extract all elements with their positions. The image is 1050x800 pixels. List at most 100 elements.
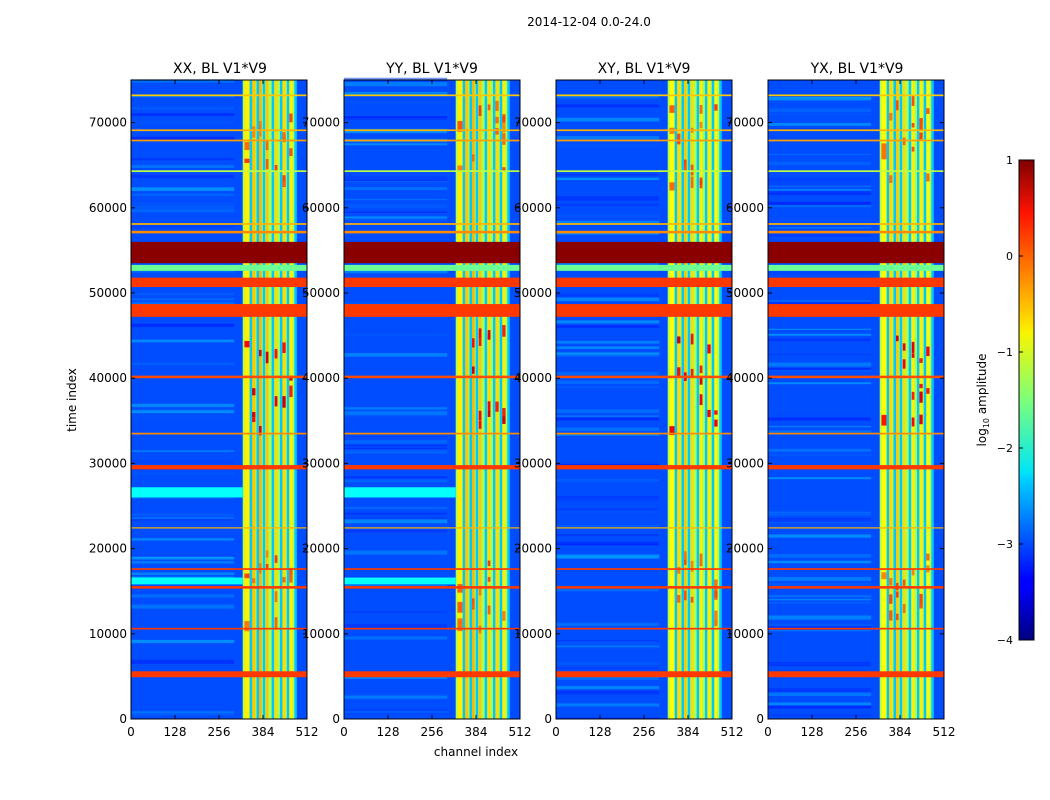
heatmap-band-gap bbox=[492, 80, 496, 719]
heatmap-noise-row bbox=[344, 700, 448, 703]
ticks-xy: 0 128 256 384 512 0 10000 20000 30000 40000 50000 6… bbox=[514, 80, 743, 739]
heatmap-hot-cell bbox=[252, 388, 256, 396]
colorbar-tick-label: −2 bbox=[997, 442, 1013, 455]
heatmap-noise-row bbox=[768, 239, 872, 243]
heatmap-hot-cell bbox=[669, 105, 675, 113]
heatmap-hot-cell bbox=[258, 425, 262, 436]
heatmap-noise-row bbox=[131, 553, 235, 557]
heatmap-noise-row bbox=[556, 220, 660, 226]
heatmap-hot-cell bbox=[895, 335, 899, 342]
heatmap-rfi-row bbox=[131, 671, 307, 678]
heatmap-hot-cell bbox=[471, 366, 475, 374]
heatmap-band-gap bbox=[931, 80, 934, 719]
heatmap-noise-row bbox=[556, 554, 660, 559]
heatmap-band-channel bbox=[495, 80, 499, 719]
heatmap-noise-row bbox=[768, 362, 872, 367]
heatmap-rfi-row bbox=[556, 94, 732, 97]
heatmap-noise-row bbox=[344, 218, 448, 222]
heatmap-noise-row bbox=[556, 584, 660, 588]
heatmap-noise-row bbox=[344, 302, 448, 305]
heatmap-hot-cell bbox=[911, 417, 915, 427]
heatmap-noise-row bbox=[131, 79, 235, 83]
panel-title-yx: YX, BL V1*V9 bbox=[810, 61, 904, 77]
panel-title-xx: XX, BL V1*V9 bbox=[173, 61, 267, 77]
heatmap-rfi-row bbox=[131, 627, 307, 630]
heatmap-noise-row bbox=[556, 299, 660, 302]
heatmap-rfi-row bbox=[556, 170, 732, 173]
heatmap-noise-row bbox=[768, 583, 872, 586]
heatmap-noise-row bbox=[556, 686, 660, 690]
heatmap-noise-row bbox=[131, 561, 235, 564]
heatmap-hot-cell bbox=[282, 132, 286, 141]
heatmap-hot-cell bbox=[902, 137, 906, 146]
heatmap-hot-cell bbox=[274, 620, 278, 630]
heatmap-noise-row bbox=[131, 261, 235, 266]
heatmap-hot-cell bbox=[471, 603, 475, 610]
heatmap-noise-row bbox=[131, 205, 235, 208]
heatmap-noise-row bbox=[344, 116, 448, 121]
heatmap-noise-row bbox=[768, 666, 872, 668]
heatmap-rfi-row bbox=[556, 129, 732, 132]
heatmap-hot-cell bbox=[471, 598, 475, 604]
heatmap-hot-cell bbox=[487, 401, 491, 410]
heatmap-hot-cell bbox=[889, 175, 893, 183]
heatmap-xx bbox=[131, 79, 307, 719]
heatmap-noise-row bbox=[344, 550, 448, 555]
heatmap-noise-row bbox=[344, 411, 448, 415]
heatmap-rfi-row bbox=[131, 277, 307, 288]
y-tick-label: 20000 bbox=[302, 542, 340, 556]
heatmap-rfi-row bbox=[768, 223, 944, 225]
heatmap-noise-row bbox=[344, 213, 448, 215]
panel-yx: YX, BL V1*V9 0 128 256 384 512 0 10000 20000 300… bbox=[726, 61, 956, 739]
heatmap-noise-row bbox=[131, 362, 235, 365]
heatmap-hot-cell bbox=[252, 578, 256, 584]
colorbar-tick-label: −4 bbox=[997, 634, 1013, 647]
heatmap-noise-row bbox=[344, 198, 448, 201]
heatmap-noise-row bbox=[344, 435, 448, 439]
y-tick-label: 30000 bbox=[89, 456, 127, 470]
heatmap-hot-cell bbox=[714, 579, 718, 591]
heatmap-hot-cell bbox=[889, 112, 893, 121]
heatmap-band-channel bbox=[669, 80, 675, 719]
figure-suptitle: 2014-12-04 0.0-24.0 bbox=[527, 15, 651, 29]
heatmap-band-gap bbox=[475, 80, 479, 719]
heatmap-rfi-row bbox=[768, 432, 944, 435]
heatmap-rfi-row bbox=[556, 527, 732, 529]
heatmap-band-channel bbox=[265, 80, 269, 719]
heatmap-hot-cell bbox=[502, 133, 506, 145]
heatmap-noise-row bbox=[768, 601, 872, 604]
x-tick-label: 256 bbox=[845, 725, 868, 739]
heatmap-hot-cell bbox=[252, 411, 256, 418]
heatmap-noise-row bbox=[556, 215, 660, 217]
heatmap-hot-cell bbox=[677, 566, 681, 574]
heatmap-band-channel bbox=[289, 80, 293, 719]
heatmap-hot-cell bbox=[683, 590, 687, 601]
heatmap-rfi-row bbox=[131, 230, 307, 234]
heatmap-hot-cell bbox=[677, 133, 681, 145]
heatmap-band-gap bbox=[499, 80, 503, 719]
y-tick-label: 50000 bbox=[89, 286, 127, 300]
heatmap-noise-row bbox=[556, 325, 660, 328]
y-tick-label: 30000 bbox=[514, 456, 552, 470]
x-tick-label: 128 bbox=[377, 725, 400, 739]
heatmap-rfi-row bbox=[556, 627, 732, 630]
heatmap-rfi-row bbox=[556, 264, 732, 271]
heatmap-noise-row bbox=[131, 337, 235, 342]
heatmap-noise-row bbox=[131, 604, 235, 609]
heatmap-noise-row bbox=[768, 702, 872, 706]
heatmap-noise-row bbox=[768, 406, 872, 411]
heatmap-noise-row bbox=[344, 694, 448, 699]
x-tick-label: 128 bbox=[589, 725, 612, 739]
heatmap-hot-cell bbox=[252, 126, 256, 138]
heatmap-noise-row bbox=[768, 646, 872, 650]
heatmap-hot-cell bbox=[699, 394, 703, 406]
heatmap-noise-row bbox=[131, 160, 235, 163]
heatmap-hot-cell bbox=[274, 617, 278, 623]
heatmap-hot-cell bbox=[289, 385, 293, 398]
heatmap-hot-cell bbox=[881, 414, 887, 426]
heatmap-noise-row bbox=[344, 216, 448, 219]
heatmap-noise-row bbox=[556, 498, 660, 502]
heatmap-rfi-row bbox=[768, 139, 944, 142]
heatmap-noise-row bbox=[556, 177, 660, 181]
heatmap-noise-row bbox=[344, 444, 448, 447]
